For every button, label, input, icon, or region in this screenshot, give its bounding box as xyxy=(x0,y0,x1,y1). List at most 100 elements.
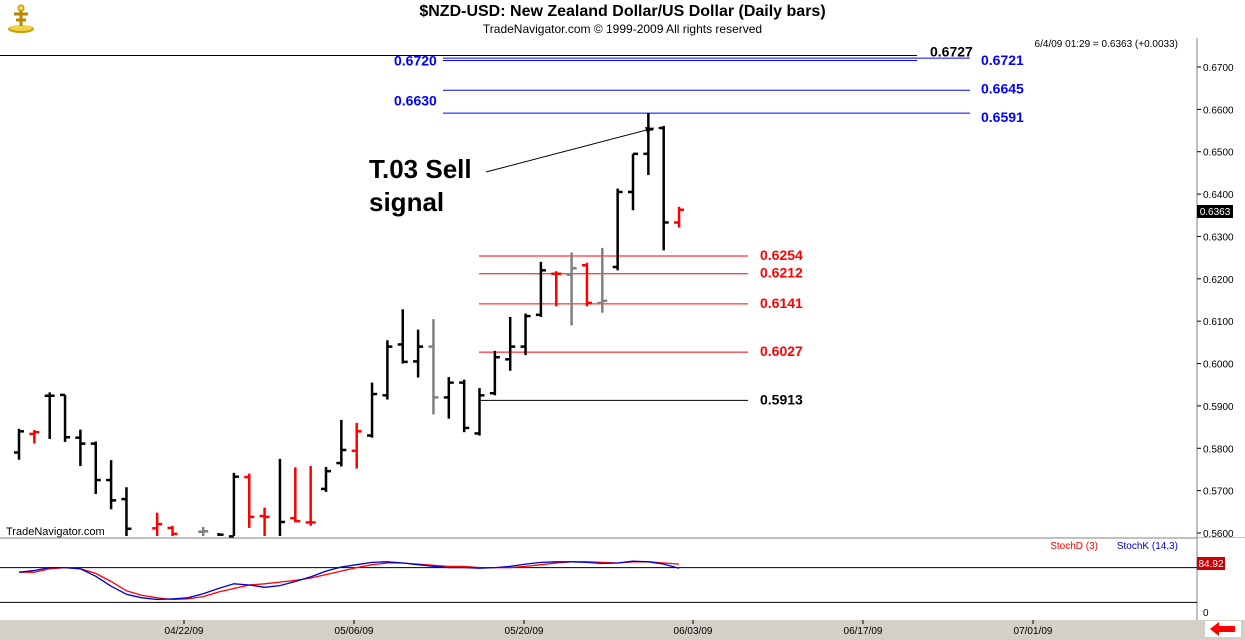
price-tick-label: 0.6200 xyxy=(1203,275,1234,286)
ohlc-bar xyxy=(152,512,163,536)
ohlc-bar xyxy=(29,430,40,444)
level-label: 0.6720 xyxy=(394,53,437,69)
ohlc-bar xyxy=(244,473,255,528)
ohlc-bar xyxy=(443,377,454,419)
ohlc-bar xyxy=(290,467,301,523)
ohlc-bar xyxy=(474,388,485,436)
annotation-line-2: signal xyxy=(369,187,444,217)
ohlc-bar xyxy=(382,340,393,400)
ohlc-bar xyxy=(459,379,470,433)
time-tick-label: 06/03/09 xyxy=(674,626,713,637)
time-axis xyxy=(0,620,1245,640)
ohlc-bar xyxy=(167,525,178,536)
ohlc-bar xyxy=(90,441,101,495)
last-price-marker: 0.6363 xyxy=(1197,205,1233,218)
level-label: 0.6141 xyxy=(760,295,803,311)
price-tick-label: 0.5900 xyxy=(1203,402,1234,413)
ohlc-bar xyxy=(14,428,24,460)
price-axis-ticks: 0.6700 0.6600 0.6500 0.6400 0.6300 0.6200 0.61… xyxy=(1197,63,1234,540)
ohlc-bar xyxy=(217,533,224,536)
time-tick-label: 06/17/09 xyxy=(844,626,883,637)
watermark: TradeNavigator.com xyxy=(6,526,105,538)
ohlc-bar xyxy=(278,458,285,536)
stochastic-series-line xyxy=(18,560,680,601)
ohlc-bar xyxy=(351,422,362,469)
stochastic-lines xyxy=(18,560,680,601)
ohlc-bar xyxy=(367,382,378,438)
level-label: 0.6254 xyxy=(760,247,803,263)
price-tick-label: 0.5700 xyxy=(1203,487,1234,498)
price-tick-label: 0.6000 xyxy=(1203,360,1234,371)
scroll-left-arrow-icon[interactable] xyxy=(1205,621,1241,637)
ohlc-bar xyxy=(535,261,546,317)
chart-subtitle: TradeNavigator.com © 1999-2009 All right… xyxy=(482,22,763,36)
chart-title: $NZD-USD: New Zealand Dollar/US Dollar (… xyxy=(419,3,826,20)
stochastic-last-marker: 84.92 xyxy=(1197,557,1225,570)
price-tick-label: 0.6700 xyxy=(1203,63,1234,74)
price-tick-label: 0.6600 xyxy=(1203,105,1234,116)
time-tick-label: 05/20/09 xyxy=(505,626,544,637)
time-tick-label: 07/01/09 xyxy=(1014,626,1053,637)
ohlc-bar xyxy=(505,316,516,371)
ohlc-bar xyxy=(228,472,239,538)
level-lines: 0.6727 0.6721 0.6720 0.6645 0.6630 0.6591 0.62… xyxy=(0,44,1024,407)
ohlc-bar xyxy=(597,247,608,313)
ohlc-bar xyxy=(305,466,316,526)
ohlc-bar xyxy=(612,188,623,271)
ohlc-bar xyxy=(121,487,132,536)
ohlc-bar xyxy=(321,466,331,492)
time-axis-ticks: 04/22/09 05/06/09 05/20/09 06/03/09 06/17/09… xyxy=(165,620,1053,637)
level-label: 0.6591 xyxy=(981,109,1024,125)
ohlc-bar xyxy=(336,419,347,467)
ohlc-bar xyxy=(198,527,209,536)
ohlc-bar xyxy=(413,329,424,378)
price-tick-label: 0.5600 xyxy=(1203,529,1234,540)
ohlc-bar xyxy=(520,313,531,356)
annotation-line-1: T.03 Sell xyxy=(369,154,472,184)
price-tick-label: 0.6300 xyxy=(1203,232,1234,243)
ohlc-bar xyxy=(44,392,55,439)
legend-stochd: StochD (3) xyxy=(1050,541,1098,552)
last-price-label: 0.6363 xyxy=(1200,207,1231,218)
price-tick-label: 0.5800 xyxy=(1203,444,1234,455)
price-pane xyxy=(0,38,1197,538)
stochastic-pane xyxy=(0,538,1197,620)
price-tick-label: 0.6400 xyxy=(1203,190,1234,201)
ohlc-bar xyxy=(674,206,685,228)
price-axis xyxy=(1197,38,1245,538)
sell-signal-annotation: T.03 Sell signal xyxy=(369,127,655,217)
time-tick-label: 05/06/09 xyxy=(335,626,374,637)
chart-header: $NZD-USD: New Zealand Dollar/US Dollar (… xyxy=(0,0,1245,38)
navigator-logo-icon xyxy=(4,2,38,36)
level-label: 0.6027 xyxy=(760,343,803,359)
quote-readout: 6/4/09 01:29 = 0.6363 (+0.0033) xyxy=(1035,39,1178,50)
ohlc-bar xyxy=(658,125,669,251)
price-tick-label: 0.6500 xyxy=(1203,148,1234,159)
level-label: 0.6727 xyxy=(930,44,973,60)
ohlc-bar xyxy=(581,262,592,307)
ohlc-bar xyxy=(566,252,577,326)
ohlc-bar xyxy=(428,319,439,415)
level-label: 0.6212 xyxy=(760,265,803,281)
level-label: 0.6630 xyxy=(394,93,437,109)
ohlc-bar xyxy=(628,152,638,211)
price-tick-label: 0.6100 xyxy=(1203,317,1234,328)
level-label: 0.6645 xyxy=(981,80,1024,96)
ohlc-bars xyxy=(14,113,685,538)
stochastic-zero-label: 0 xyxy=(1203,608,1209,619)
stochastic-axis xyxy=(1197,538,1245,620)
ohlc-bar xyxy=(397,309,408,364)
time-tick-label: 04/22/09 xyxy=(165,626,204,637)
ohlc-bar xyxy=(259,507,270,536)
stochastic-reference-lines xyxy=(0,567,1197,603)
ohlc-bar xyxy=(489,350,500,396)
level-label: 0.6721 xyxy=(981,52,1024,68)
ohlc-bar xyxy=(75,429,86,467)
annotation-arrow xyxy=(485,127,655,173)
ohlc-bar xyxy=(60,393,71,442)
ohlc-bar xyxy=(551,271,562,307)
level-label: 0.5913 xyxy=(760,391,803,407)
ohlc-bar xyxy=(106,460,117,510)
arrow-head-icon xyxy=(645,127,654,133)
